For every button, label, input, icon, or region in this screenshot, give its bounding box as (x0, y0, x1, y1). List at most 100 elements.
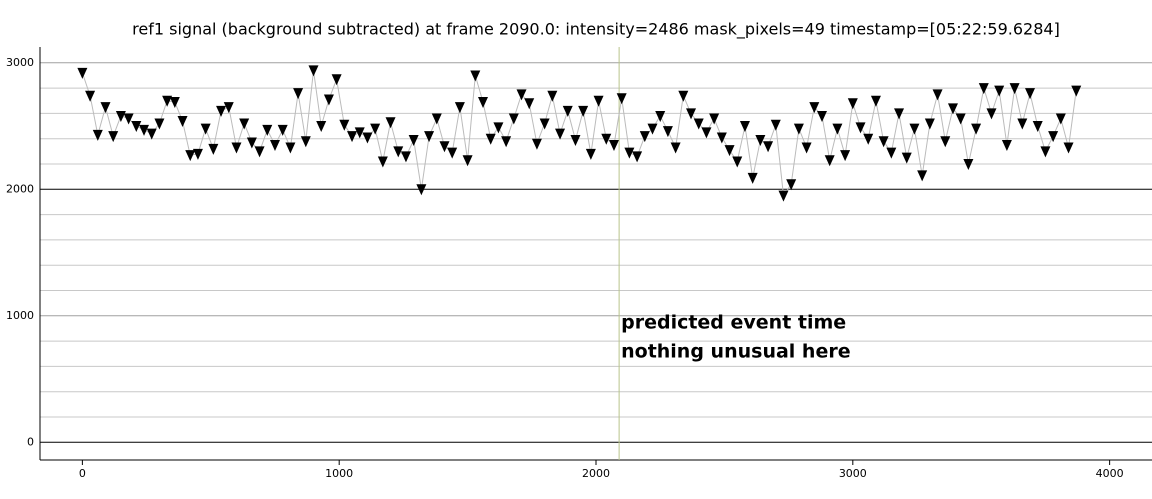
marker (362, 132, 373, 144)
marker (462, 155, 473, 167)
marker (1025, 88, 1036, 100)
marker (894, 108, 905, 120)
marker (924, 118, 935, 130)
marker (539, 118, 550, 130)
marker (454, 102, 465, 114)
marker (501, 136, 512, 148)
marker (847, 98, 858, 110)
marker (269, 140, 280, 152)
marker (593, 95, 604, 107)
marker (262, 124, 273, 136)
marker (146, 128, 157, 140)
marker (770, 119, 781, 131)
marker (162, 95, 173, 107)
marker (393, 146, 404, 158)
marker (701, 127, 712, 139)
marker (1009, 83, 1020, 95)
marker (439, 141, 450, 153)
x-tick-label: 1000 (325, 467, 353, 480)
marker (878, 136, 889, 148)
marker (408, 134, 419, 146)
marker (431, 113, 442, 125)
marker (739, 121, 750, 133)
marker (585, 148, 596, 160)
marker (994, 85, 1005, 97)
x-tick-label: 4000 (1096, 467, 1124, 480)
marker (901, 152, 912, 164)
marker (986, 108, 997, 120)
marker (1001, 140, 1012, 152)
marker (185, 150, 196, 162)
marker (470, 70, 481, 82)
x-tick-label: 0 (79, 467, 86, 480)
marker (246, 137, 257, 149)
marker (801, 142, 812, 154)
marker (840, 150, 851, 162)
marker (601, 133, 612, 145)
marker (724, 145, 735, 157)
marker (686, 108, 697, 120)
marker (655, 110, 666, 122)
marker (562, 105, 573, 117)
marker (578, 105, 589, 117)
marker (809, 102, 820, 114)
y-tick-label: 1000 (6, 309, 34, 322)
marker (339, 119, 350, 131)
marker (1040, 146, 1051, 158)
marker (555, 128, 566, 140)
marker (447, 147, 458, 159)
marker (192, 148, 203, 160)
marker (1017, 118, 1028, 130)
marker (231, 142, 242, 154)
marker (508, 113, 519, 125)
marker (1048, 131, 1059, 143)
marker (416, 184, 427, 196)
marker (154, 118, 165, 130)
marker (732, 156, 743, 168)
y-tick-label: 0 (27, 435, 34, 448)
marker (115, 110, 126, 122)
marker (370, 123, 381, 135)
marker (200, 123, 211, 135)
y-tick-label: 3000 (6, 56, 34, 69)
marker (824, 155, 835, 167)
marker (177, 115, 188, 127)
marker (208, 143, 219, 155)
marker (1032, 121, 1043, 133)
marker (863, 133, 874, 145)
marker (662, 126, 673, 138)
annotation: nothing unusual here (621, 341, 850, 363)
marker (755, 134, 766, 146)
marker (547, 90, 558, 102)
marker (347, 131, 358, 143)
marker (886, 147, 897, 159)
marker (223, 102, 234, 114)
marker (277, 124, 288, 136)
marker (940, 136, 951, 148)
marker (855, 122, 866, 134)
x-tick-label: 3000 (839, 467, 867, 480)
marker (678, 90, 689, 102)
marker (293, 88, 304, 100)
marker (531, 138, 542, 150)
marker (308, 65, 319, 77)
marker (670, 142, 681, 154)
marker (747, 172, 758, 184)
marker (793, 123, 804, 135)
marker (632, 151, 643, 163)
marker (763, 141, 774, 153)
marker (123, 113, 134, 125)
marker (524, 98, 535, 110)
marker (239, 118, 250, 130)
marker (832, 123, 843, 135)
marker (816, 110, 827, 122)
marker (400, 151, 411, 163)
marker (485, 133, 496, 145)
marker (624, 147, 635, 159)
marker (131, 121, 142, 133)
marker (139, 124, 150, 136)
marker (354, 127, 365, 139)
marker (424, 131, 435, 143)
marker (709, 113, 720, 125)
